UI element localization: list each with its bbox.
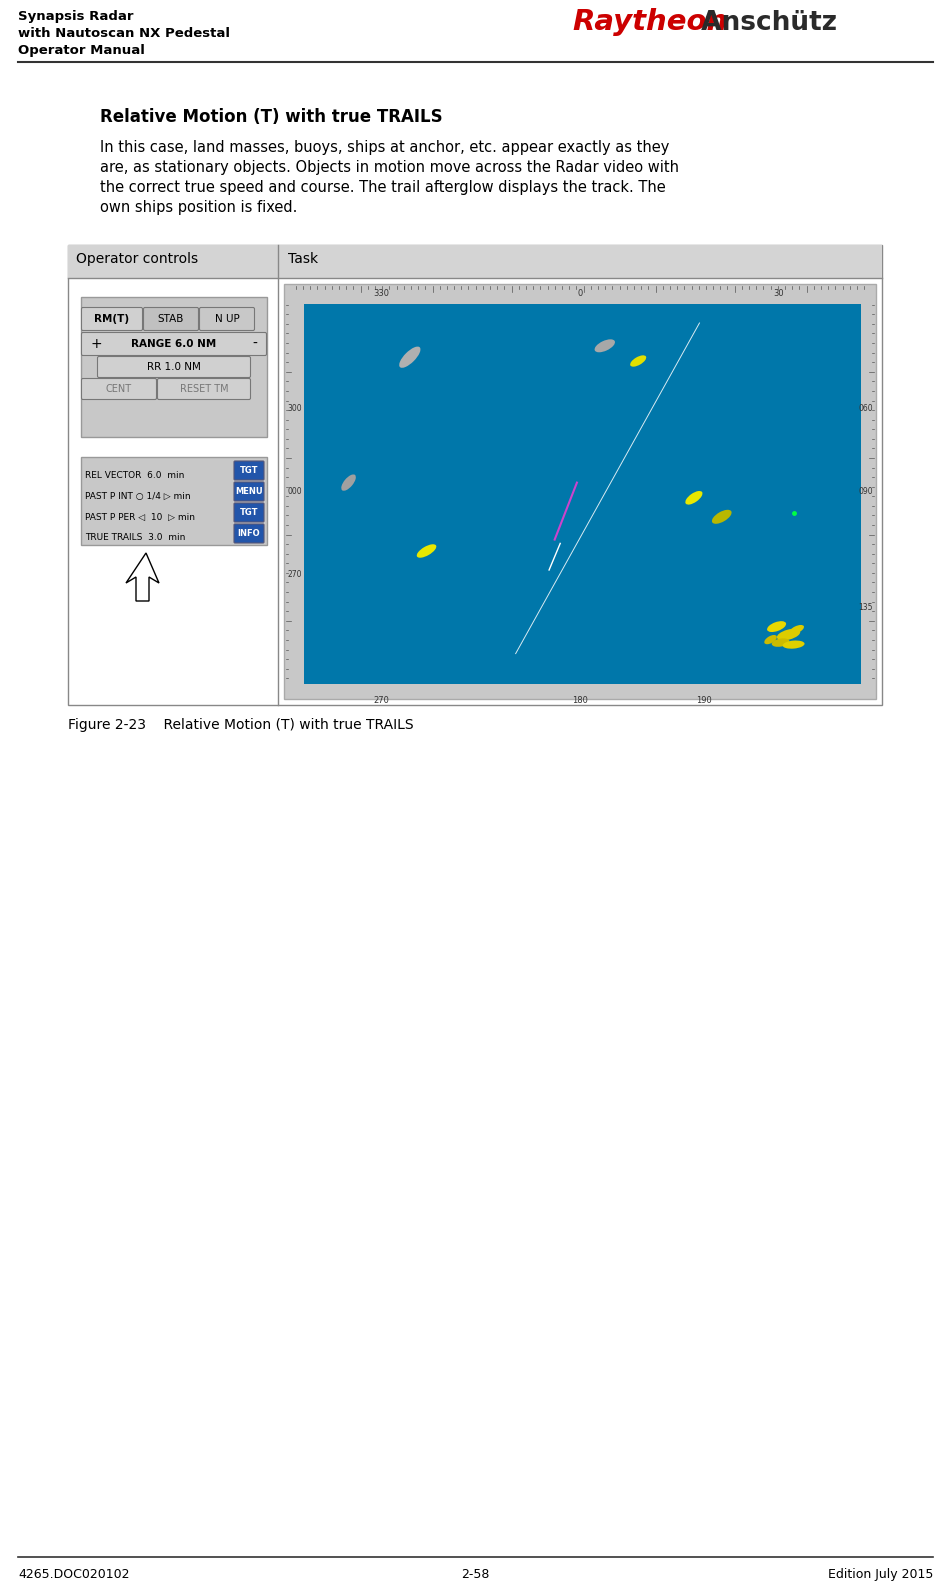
Ellipse shape (712, 509, 731, 523)
Text: RM(T): RM(T) (94, 313, 129, 325)
Text: Anschütz: Anschütz (692, 10, 837, 37)
Bar (284, 285, 876, 698)
Text: In this case, land masses, buoys, ships at anchor, etc. appear exactly as they: In this case, land masses, buoys, ships … (100, 140, 670, 154)
Text: INFO: INFO (238, 528, 261, 538)
Text: 0: 0 (577, 290, 583, 298)
Text: 330: 330 (374, 290, 390, 298)
Ellipse shape (631, 355, 647, 366)
Text: Relative Motion (T) with true TRAILS: Relative Motion (T) with true TRAILS (100, 108, 442, 126)
Ellipse shape (417, 544, 437, 558)
Text: 270: 270 (374, 695, 390, 705)
Text: RESET TM: RESET TM (180, 383, 228, 395)
FancyBboxPatch shape (158, 379, 250, 399)
Text: Edition July 2015: Edition July 2015 (827, 1569, 933, 1581)
FancyBboxPatch shape (234, 523, 264, 543)
Ellipse shape (594, 339, 615, 352)
Bar (81, 457, 267, 546)
Ellipse shape (341, 474, 356, 490)
Text: -: - (252, 337, 257, 352)
Ellipse shape (399, 347, 420, 368)
Ellipse shape (783, 641, 805, 649)
FancyBboxPatch shape (144, 307, 199, 331)
Text: Figure 2-23    Relative Motion (T) with true TRAILS: Figure 2-23 Relative Motion (T) with tru… (68, 718, 414, 732)
Bar (81, 298, 267, 438)
Text: PAST P PER ◁  10  ▷ min: PAST P PER ◁ 10 ▷ min (85, 512, 195, 522)
Ellipse shape (789, 625, 804, 635)
Text: 4265.DOC020102: 4265.DOC020102 (18, 1569, 129, 1581)
Text: RR 1.0 NM: RR 1.0 NM (147, 363, 201, 372)
Text: the correct true speed and course. The trail afterglow displays the track. The: the correct true speed and course. The t… (100, 180, 666, 196)
Text: TGT: TGT (240, 466, 259, 476)
Text: 30: 30 (773, 290, 784, 298)
Text: Operator controls: Operator controls (76, 251, 198, 266)
Text: 270: 270 (287, 570, 301, 579)
Text: Raytheon: Raytheon (572, 8, 728, 37)
Ellipse shape (765, 635, 777, 644)
Polygon shape (126, 554, 159, 601)
FancyBboxPatch shape (234, 461, 264, 480)
Text: 300: 300 (287, 404, 301, 414)
FancyBboxPatch shape (82, 379, 157, 399)
Text: 135: 135 (859, 603, 873, 613)
Ellipse shape (771, 638, 789, 648)
Text: RANGE 6.0 NM: RANGE 6.0 NM (131, 339, 217, 348)
FancyBboxPatch shape (82, 333, 266, 355)
Text: CENT: CENT (106, 383, 132, 395)
Text: 180: 180 (573, 695, 588, 705)
Bar (304, 304, 861, 684)
Text: +: + (91, 337, 103, 352)
Text: 190: 190 (696, 695, 712, 705)
Text: TRUE TRAILS  3.0  min: TRUE TRAILS 3.0 min (85, 533, 185, 543)
Ellipse shape (686, 492, 703, 504)
Text: are, as stationary objects. Objects in motion move across the Radar video with: are, as stationary objects. Objects in m… (100, 161, 679, 175)
Text: Operator Manual: Operator Manual (18, 45, 145, 57)
Text: REL VECTOR  6.0  min: REL VECTOR 6.0 min (85, 471, 184, 479)
Text: 2-58: 2-58 (461, 1569, 489, 1581)
FancyBboxPatch shape (234, 503, 264, 522)
Text: with Nautoscan NX Pedestal: with Nautoscan NX Pedestal (18, 27, 230, 40)
FancyBboxPatch shape (200, 307, 255, 331)
Bar (68, 245, 882, 705)
Text: PAST P INT ○ 1/4 ▷ min: PAST P INT ○ 1/4 ▷ min (85, 492, 190, 501)
Text: Task: Task (288, 251, 319, 266)
Text: own ships position is fixed.: own ships position is fixed. (100, 200, 298, 215)
Text: STAB: STAB (158, 313, 184, 325)
Bar (68, 245, 882, 278)
Ellipse shape (767, 620, 786, 632)
Text: TGT: TGT (240, 508, 259, 517)
Text: Synapsis Radar: Synapsis Radar (18, 10, 133, 22)
FancyBboxPatch shape (82, 307, 143, 331)
Text: 090: 090 (859, 487, 873, 496)
Text: N UP: N UP (215, 313, 240, 325)
FancyBboxPatch shape (234, 482, 264, 501)
Text: 000: 000 (287, 487, 301, 496)
FancyBboxPatch shape (98, 356, 250, 377)
Text: 060: 060 (859, 404, 873, 414)
Ellipse shape (777, 628, 800, 640)
Text: MENU: MENU (235, 487, 262, 496)
